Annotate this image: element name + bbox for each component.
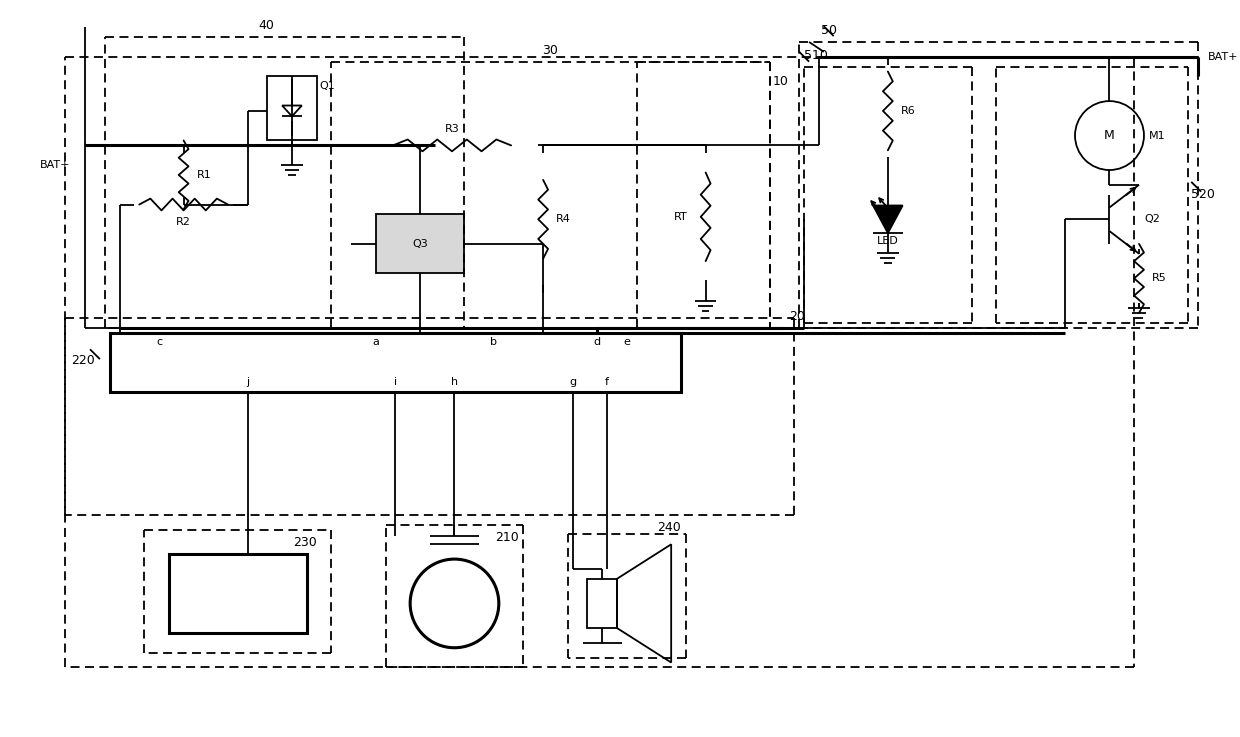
Text: a: a — [372, 338, 379, 347]
Bar — [268, 77, 316, 141]
Text: R1: R1 — [196, 170, 211, 180]
Text: c: c — [156, 338, 162, 347]
Text: R3: R3 — [445, 124, 459, 133]
Text: Q3: Q3 — [412, 239, 428, 249]
Text: 40: 40 — [259, 19, 274, 32]
Text: h: h — [451, 377, 458, 387]
Text: 10: 10 — [773, 75, 789, 88]
Text: R4: R4 — [556, 214, 570, 224]
Text: Q2: Q2 — [1145, 214, 1159, 224]
Bar — [376, 214, 464, 273]
Text: 20: 20 — [790, 310, 805, 323]
Bar — [109, 332, 681, 391]
Text: 210: 210 — [495, 531, 518, 545]
Text: j: j — [246, 377, 249, 387]
Text: 520: 520 — [1192, 188, 1215, 201]
Text: 230: 230 — [293, 537, 316, 549]
Text: 30: 30 — [543, 43, 558, 57]
Text: R6: R6 — [900, 106, 915, 116]
Text: 50: 50 — [821, 24, 837, 37]
Text: R5: R5 — [1152, 273, 1167, 283]
Text: g: g — [569, 377, 577, 387]
Text: f: f — [605, 377, 609, 387]
Text: RT: RT — [675, 212, 688, 222]
Text: M: M — [1104, 129, 1115, 142]
Bar — [588, 579, 618, 628]
Text: e: e — [624, 338, 630, 347]
Text: 220: 220 — [71, 354, 95, 366]
Text: 240: 240 — [657, 522, 681, 534]
Text: R2: R2 — [176, 217, 191, 227]
Text: Q1: Q1 — [320, 81, 335, 91]
Text: BAT+: BAT+ — [40, 160, 71, 170]
Text: BAT+: BAT+ — [1208, 52, 1239, 62]
Text: i: i — [394, 377, 397, 387]
Text: d: d — [594, 338, 601, 347]
Text: M1: M1 — [1149, 130, 1166, 141]
Text: 510: 510 — [805, 49, 828, 62]
Bar — [169, 554, 306, 633]
Polygon shape — [873, 206, 903, 233]
Text: LED: LED — [877, 236, 899, 246]
Text: b: b — [490, 338, 497, 347]
